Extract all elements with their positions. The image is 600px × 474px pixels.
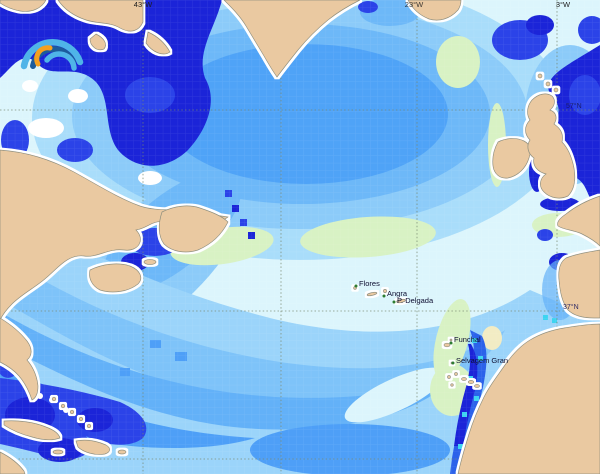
place-label-flores: Flores	[359, 279, 380, 288]
logo-arc-swoosh-icon	[44, 51, 77, 71]
land-africa	[457, 323, 600, 474]
land-iceland	[407, 0, 462, 21]
land-greenland	[223, 0, 361, 78]
wave-arcs-logo	[20, 39, 84, 71]
lon-label-43w: 43°W	[134, 0, 153, 9]
place-label-angra: Angra	[387, 289, 408, 298]
land-ireland	[492, 138, 531, 179]
lon-label-23w: 23°W	[405, 0, 424, 9]
lat-label-37n: 37°N	[563, 303, 579, 311]
lon-label-3w: 3°W	[556, 0, 571, 9]
place-label-funchal: Funchal	[454, 335, 481, 344]
place-labels: Flores Angra P. Delgada Funchal Selvagem…	[354, 279, 508, 365]
logo-arc-outer-icon	[20, 39, 84, 70]
land-us-coast	[0, 317, 39, 401]
place-marker	[354, 284, 358, 288]
place-marker	[392, 300, 396, 304]
place-marker	[451, 361, 455, 365]
place-label-p-delgada: P. Delgada	[397, 296, 434, 305]
land-france	[557, 195, 600, 247]
land-iberia	[558, 249, 600, 319]
place-label-selvagem: Selvagem Gran	[456, 356, 508, 365]
place-marker	[382, 294, 386, 298]
land-britain	[525, 93, 576, 199]
logo-arc-orange-icon	[34, 45, 53, 67]
place-marker	[449, 341, 453, 345]
lat-label-57n: 57°N	[566, 102, 582, 110]
coordinate-labels: 43°W 23°W 3°W 57°N 37°N	[134, 0, 582, 311]
